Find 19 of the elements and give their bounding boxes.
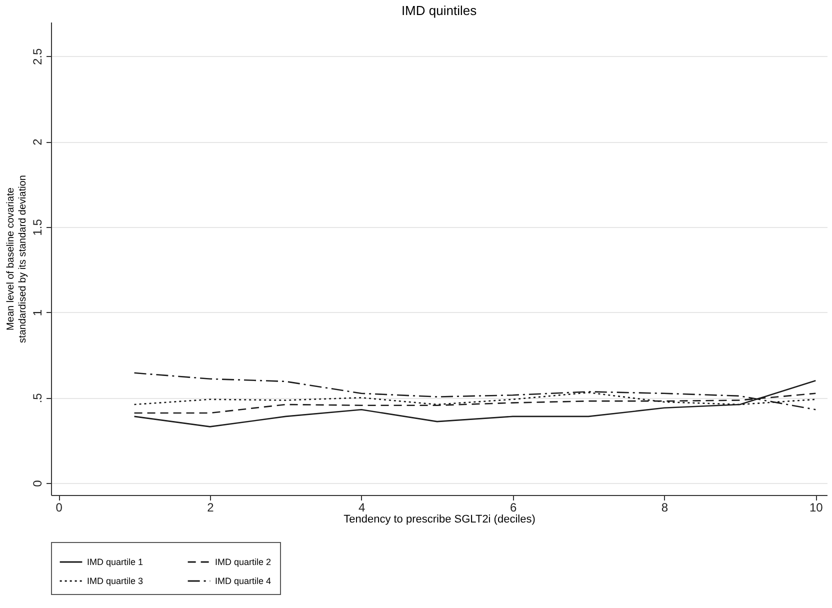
x-tick-label: 8 bbox=[661, 500, 668, 514]
x-tick-label: 6 bbox=[510, 500, 517, 514]
legend-label: IMD quartile 4 bbox=[215, 576, 272, 586]
y-tick-label: 1.5 bbox=[30, 218, 44, 236]
legend-label: IMD quartile 2 bbox=[215, 557, 272, 567]
y-tick-label: 1 bbox=[30, 309, 44, 316]
legend-label: IMD quartile 1 bbox=[87, 557, 144, 567]
legend-label: IMD quartile 3 bbox=[87, 576, 144, 586]
y-tick-label: .5 bbox=[30, 392, 44, 404]
y-tick-label: 2 bbox=[30, 138, 44, 146]
y-axis-title: Mean level of baseline covariate standardised by its standard deviation bbox=[6, 175, 28, 343]
chart-title: IMD quintiles bbox=[401, 3, 478, 18]
x-tick-label: 0 bbox=[56, 500, 63, 514]
x-tick-label: 4 bbox=[358, 500, 366, 514]
y-tick-label: 2.5 bbox=[30, 48, 44, 65]
x-axis-title: Tendency to prescribe SGLT2i (deciles) bbox=[344, 514, 536, 526]
x-tick-label: 10 bbox=[809, 500, 824, 514]
y-tick-label: 0 bbox=[30, 480, 44, 487]
x-tick-label: 2 bbox=[207, 500, 214, 514]
